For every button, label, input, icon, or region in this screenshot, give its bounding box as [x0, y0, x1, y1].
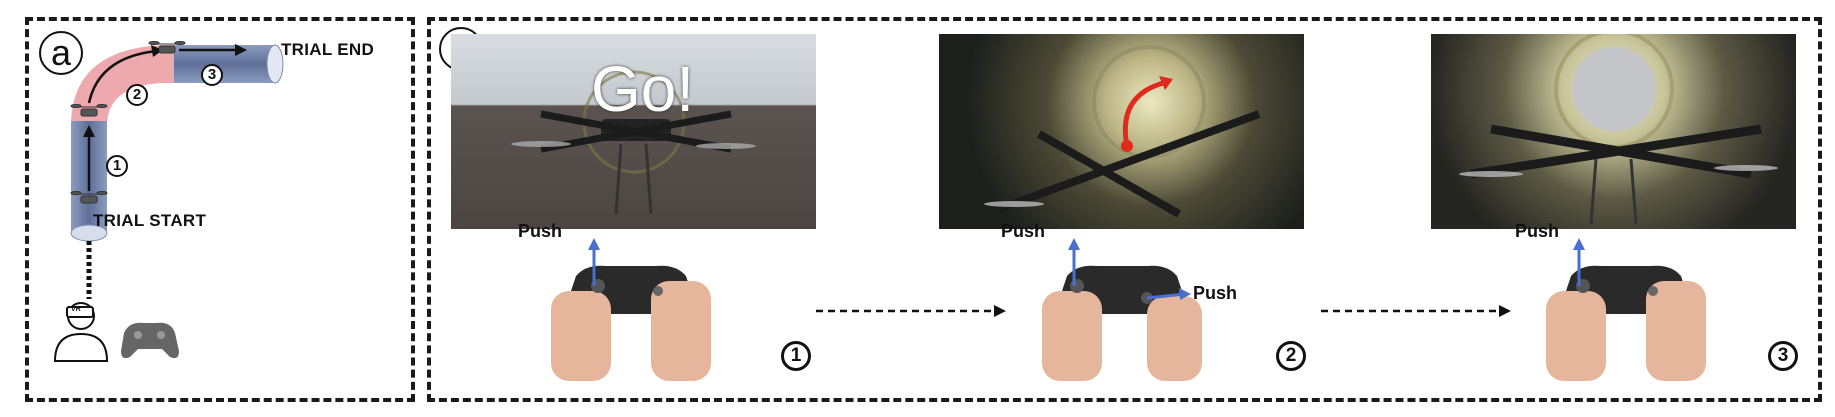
vr-user-icon: [55, 303, 107, 361]
step-3-marker: 3: [201, 64, 223, 86]
panel-b: b Go!: [427, 17, 1822, 402]
scene-1-start: Go!: [451, 34, 816, 229]
trial-end-label: TRIAL END: [281, 40, 374, 60]
drone-render: [1431, 34, 1796, 229]
push-label-step-2-left: Push: [1001, 221, 1045, 242]
gamepad-step-2: [1037, 236, 1207, 386]
push-label-step-2-right: Push: [1193, 283, 1237, 304]
panel-a: a: [25, 17, 415, 402]
vr-label: VR: [71, 306, 81, 313]
gamepad-step-3: [1541, 236, 1711, 386]
turn-arrow: [1125, 82, 1167, 146]
gamepad-icon: [121, 323, 179, 358]
step-3-marker: 3: [1768, 341, 1798, 371]
push-label-step-1: Push: [518, 221, 562, 242]
step-1-marker: 1: [106, 155, 128, 177]
scene-3-exit: [1431, 34, 1796, 229]
step-1-marker: 1: [781, 341, 811, 371]
scene-2-tunnel: [939, 34, 1304, 229]
step-2-marker: 2: [126, 84, 148, 106]
step-2-marker: 2: [1276, 341, 1306, 371]
drone-render: [939, 34, 1304, 229]
push-label-step-3: Push: [1515, 221, 1559, 242]
go-text: Go!: [591, 52, 694, 126]
gamepad-step-1: [546, 236, 716, 386]
trial-start-label: TRIAL START: [93, 211, 206, 231]
